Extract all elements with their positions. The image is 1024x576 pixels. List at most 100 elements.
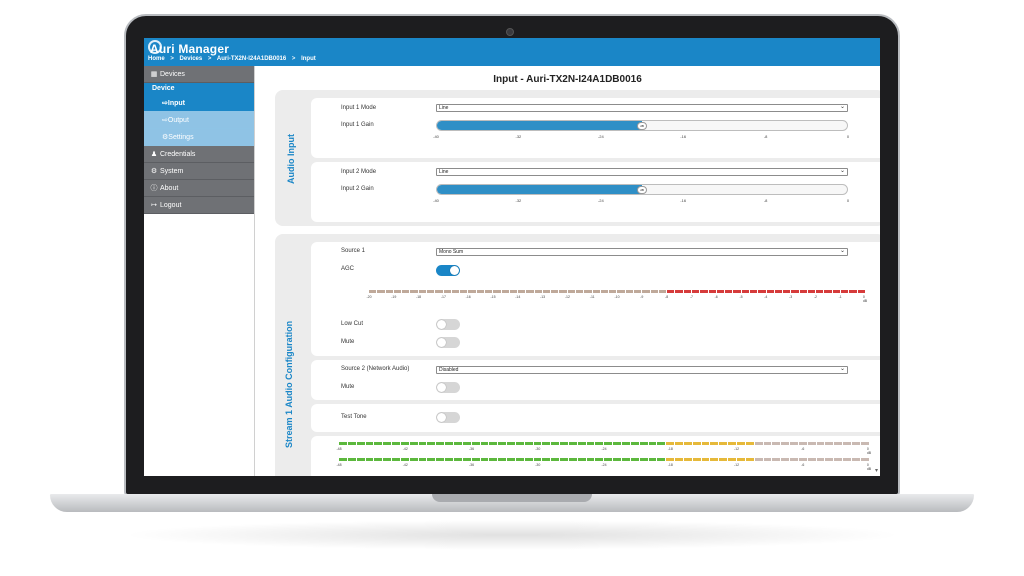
tick-label: 0	[846, 198, 850, 203]
meter-segment	[374, 442, 383, 445]
sidebar-item-system[interactable]: ⚙ System	[144, 163, 254, 180]
input2-gain-slider[interactable]: dB	[436, 184, 848, 195]
input1-mode-select[interactable]: Line ⌄	[436, 104, 848, 112]
select-value: Disabled	[439, 367, 459, 373]
auri-logo-icon	[148, 40, 162, 54]
toggle-knob	[437, 320, 446, 329]
chevron-down-icon: ⌄	[839, 366, 845, 372]
output-icon: ⇨	[162, 117, 168, 124]
meter-segment	[816, 458, 825, 461]
meter-segment	[657, 458, 666, 461]
meter-segment	[427, 442, 436, 445]
breadcrumb-devices[interactable]: Devices	[179, 56, 203, 62]
meter-segment	[374, 458, 383, 461]
sidebar-item-credentials[interactable]: ♟ Credentials	[144, 146, 254, 163]
gear-icon: ⚙	[162, 134, 169, 141]
source2-mute-toggle[interactable]	[436, 382, 460, 393]
agc-toggle[interactable]	[436, 265, 460, 276]
tick-label: -16	[680, 198, 687, 203]
meter-segment	[560, 442, 568, 445]
meter-segment	[834, 442, 843, 445]
meter-segment	[825, 458, 834, 461]
tick-label: -36	[468, 447, 475, 451]
meter-segment	[551, 290, 559, 293]
meter-segment	[471, 458, 480, 461]
tick-label: -4	[764, 295, 768, 299]
meter-segment	[834, 458, 843, 461]
laptop-shadow	[120, 520, 904, 550]
meter-segment	[790, 442, 798, 445]
meter-segment	[568, 442, 577, 445]
meter-segment	[798, 442, 807, 445]
meter-segment	[766, 290, 774, 293]
meter-segment	[754, 442, 763, 445]
meter-segment	[339, 458, 347, 461]
sidebar-item-input[interactable]: ⇨Input	[144, 95, 254, 112]
meter-segment	[639, 458, 648, 461]
input1-gain-ticks: -40 -32 -24 -16 -8 0	[433, 134, 850, 140]
meter-segment	[613, 458, 621, 461]
meter-segment	[507, 458, 515, 461]
sidebar-item-settings[interactable]: ⚙Settings	[144, 129, 254, 146]
tick-label: -8	[665, 295, 669, 299]
info-icon: ⓘ	[150, 185, 158, 192]
sidebar-item-about[interactable]: ⓘ About	[144, 180, 254, 197]
slider-thumb[interactable]: dB	[637, 186, 647, 194]
sidebar-item-devices[interactable]: ▦ Devices	[144, 66, 254, 83]
breadcrumb-input: Input	[301, 56, 316, 62]
tick-label: -40	[433, 198, 439, 203]
meter-segment	[832, 290, 841, 293]
meter-segment	[683, 442, 692, 445]
low-cut-toggle[interactable]	[436, 319, 460, 330]
sidebar-item-output[interactable]: ⇨Output	[144, 112, 254, 129]
level-meter-ticks: -48 -42 -36 -30 -24 -18 -12 -6 0 dB	[336, 463, 871, 471]
test-tone-toggle[interactable]	[436, 412, 460, 423]
tick-label: -24	[597, 134, 604, 139]
source1-select[interactable]: Mono Sum ⌄	[436, 248, 848, 256]
meter-segment	[436, 458, 445, 461]
meter-segment	[393, 290, 402, 293]
meter-segment	[604, 442, 613, 445]
meter-segment	[781, 442, 790, 445]
meter-segment	[567, 290, 576, 293]
breadcrumb-separator: >	[207, 56, 212, 62]
meter-segment	[736, 458, 745, 461]
tick-label: -6	[801, 447, 805, 451]
tick-label: -6	[801, 463, 805, 467]
meter-segment	[480, 442, 489, 445]
meter-segment	[460, 290, 468, 293]
meter-segment	[700, 290, 708, 293]
meter-segment	[807, 442, 816, 445]
meter-segment	[710, 458, 719, 461]
slider-thumb[interactable]: dB	[637, 122, 647, 130]
tick-label: -36	[468, 463, 475, 467]
meter-segment	[758, 290, 766, 293]
tick-label: -6	[714, 295, 718, 299]
mute-toggle[interactable]	[436, 337, 460, 348]
chevron-down-icon: ⌄	[839, 248, 845, 254]
input1-gain-slider[interactable]: dB	[436, 120, 848, 131]
sidebar-item-logout[interactable]: ↦ Logout	[144, 197, 254, 214]
meter-segment	[650, 290, 658, 293]
tick-label: -20	[366, 295, 372, 299]
source2-select[interactable]: Disabled ⌄	[436, 366, 848, 374]
scroll-down-icon[interactable]: ▾	[874, 468, 878, 474]
tick-label: -3	[789, 295, 793, 299]
meter-segment	[400, 458, 409, 461]
meter-segment	[692, 458, 701, 461]
tick-label: 0	[846, 134, 850, 139]
meter-segment	[701, 442, 710, 445]
meter-segment	[356, 458, 365, 461]
tick-label: -48	[336, 447, 342, 451]
tick-label: -18	[416, 295, 422, 299]
meter-segment	[691, 290, 700, 293]
tick-label: -5	[739, 295, 743, 299]
input2-mode-select[interactable]: Line ⌄	[436, 168, 848, 176]
meter-segment	[489, 458, 498, 461]
breadcrumb-home[interactable]: Home	[148, 56, 165, 62]
breadcrumb-device[interactable]: Auri-TX2N-I24A1DB0016	[216, 56, 287, 62]
meter-segment	[617, 290, 625, 293]
meter-segment	[509, 290, 518, 293]
meter-segment	[667, 290, 675, 293]
agc-label: AGC	[341, 266, 355, 272]
